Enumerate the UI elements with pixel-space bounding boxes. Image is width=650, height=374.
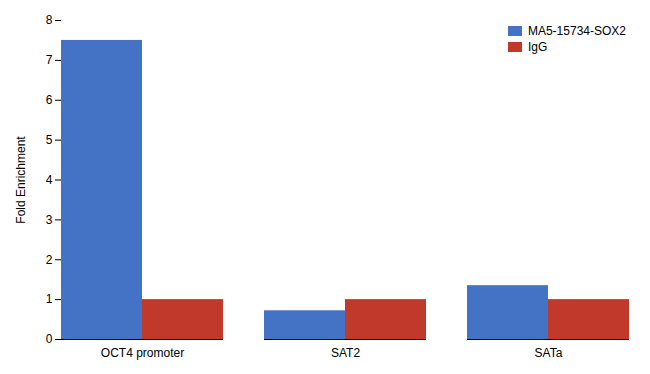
svg-text:SAT2: SAT2 bbox=[331, 346, 360, 360]
svg-text:4: 4 bbox=[46, 173, 53, 187]
svg-text:2: 2 bbox=[46, 253, 53, 267]
svg-text:0: 0 bbox=[46, 332, 53, 346]
svg-text:SATa: SATa bbox=[535, 346, 563, 360]
svg-text:Fold Enrichment: Fold Enrichment bbox=[14, 136, 28, 224]
svg-text:3: 3 bbox=[46, 213, 53, 227]
svg-text:6: 6 bbox=[46, 93, 53, 107]
svg-text:1: 1 bbox=[46, 292, 53, 306]
html-text:IgG: IgG bbox=[527, 40, 548, 54]
svg-text:5: 5 bbox=[46, 133, 53, 147]
svg-text:OCT4 promoter: OCT4 promoter bbox=[101, 346, 184, 360]
svg-text:7: 7 bbox=[46, 53, 53, 67]
svg-text:8: 8 bbox=[46, 13, 53, 27]
html-text:MA5-15734-SOX2: MA5-15734-SOX2 bbox=[527, 24, 626, 38]
